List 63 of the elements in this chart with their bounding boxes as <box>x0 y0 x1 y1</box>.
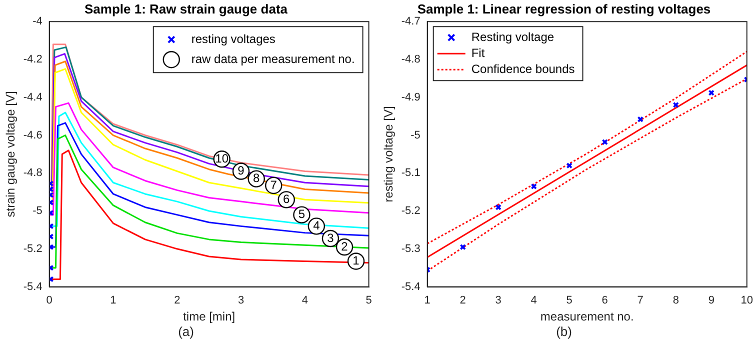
legend-label: raw data per measurement no. <box>191 52 355 66</box>
x-tick-label: 9 <box>708 294 714 306</box>
x-tick-label: 5 <box>366 294 372 306</box>
x-tick-label: 6 <box>602 294 608 306</box>
x-tick-label: 7 <box>637 294 644 306</box>
point <box>495 204 502 210</box>
y-tick-label: -4.6 <box>23 129 42 142</box>
y-tick-label: -5.4 <box>401 280 420 293</box>
x-tick-label: 8 <box>672 294 679 306</box>
x-tick-label: 3 <box>495 294 502 306</box>
annotation: 4 <box>313 218 320 232</box>
annotation: 6 <box>283 192 290 206</box>
point <box>602 138 608 146</box>
x-tick-label: 1 <box>110 294 116 306</box>
legend-label: Fit <box>471 46 486 60</box>
x-tick-label: 4 <box>302 294 308 306</box>
point <box>708 90 714 96</box>
annotation: 3 <box>327 230 334 245</box>
annotation: 2 <box>341 239 348 254</box>
y-tick-label: -5.3 <box>401 242 420 255</box>
point <box>566 162 572 169</box>
x-tick-label: 5 <box>566 294 572 306</box>
y-tick-label: -5.1 <box>401 167 420 180</box>
y-tick-label: -4.4 <box>23 91 42 104</box>
x-tick-label: 0 <box>46 294 52 306</box>
point <box>637 116 644 122</box>
y-tick-label: -5.4 <box>23 280 42 293</box>
x-tick-label: 10 <box>740 294 754 306</box>
point <box>672 102 679 108</box>
x-tick-label: 4 <box>530 294 537 306</box>
annotation: 9 <box>238 164 245 178</box>
chart-title: Sample 1: Raw strain gauge data <box>84 1 288 16</box>
x-tick-label: 2 <box>460 294 466 306</box>
y-tick-label: -4.9 <box>401 91 420 104</box>
chart-title: Sample 1: Linear regression of resting voltages <box>417 1 711 16</box>
annotation: 10 <box>215 151 229 166</box>
x-axis-title: time [min] <box>183 310 236 324</box>
legend-label: resting voltages <box>191 32 276 46</box>
y-tick-label: -4.8 <box>401 54 420 66</box>
legend-label: Confidence bounds <box>471 62 575 76</box>
y-tick-label: -4.8 <box>23 167 42 180</box>
x-tick-label: 2 <box>174 294 180 306</box>
y-tick-label: -4.2 <box>23 54 42 66</box>
y-tick-label: -5 <box>410 129 420 142</box>
y-tick-label: -4 <box>32 16 42 28</box>
annotation: 5 <box>298 207 306 222</box>
x-tick-label: 1 <box>424 294 430 306</box>
y-axis-title: strain gauge voltage [V] <box>4 91 18 218</box>
legend-label: Resting voltage <box>471 30 554 44</box>
x-axis-title: measurement no. <box>540 310 634 324</box>
y-tick-label: -5.2 <box>401 205 420 218</box>
x-tick-label: 3 <box>238 294 244 306</box>
annotation: 1 <box>352 254 360 268</box>
annotation: 7 <box>270 178 278 192</box>
point <box>530 183 537 190</box>
y-tick-label: -5.2 <box>23 242 42 255</box>
annotation: 8 <box>253 171 260 186</box>
point <box>460 244 466 250</box>
y-tick-label: -5 <box>32 205 42 218</box>
y-tick-label: -4.7 <box>401 16 420 28</box>
text: (a) <box>178 324 194 339</box>
y-axis-title: resting voltage [V] <box>382 106 396 202</box>
text: (b) <box>556 324 572 339</box>
